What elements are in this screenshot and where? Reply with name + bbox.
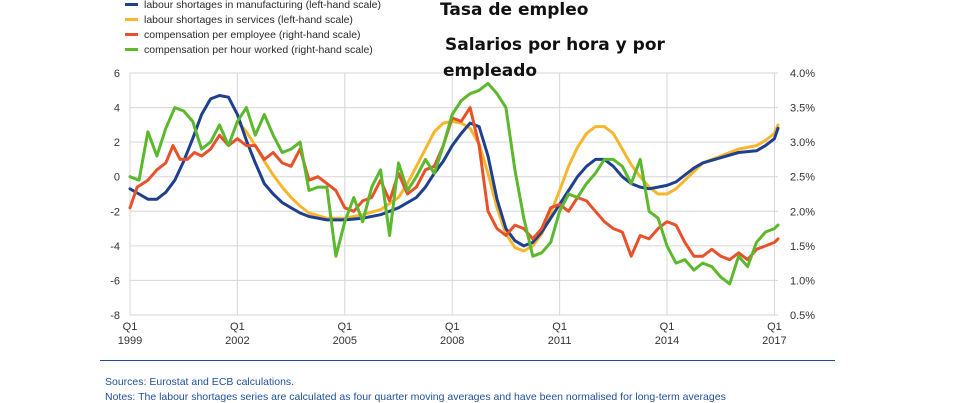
- left-tick-label: -6: [110, 275, 120, 287]
- footer-notes: Notes: The labour shortages series are c…: [105, 391, 726, 403]
- x-tick-year: 2002: [225, 335, 249, 347]
- legend-swatch-manufacturing: [125, 3, 138, 6]
- x-tick-quarter: Q1: [123, 321, 138, 333]
- series-line-comp-hour: [128, 81, 780, 286]
- right-tick-label: 3.0%: [790, 137, 815, 149]
- x-tick-year: 2008: [440, 335, 464, 347]
- legend-item-manufacturing: labour shortages in manufacturing (left-…: [125, 0, 381, 12]
- left-tick-label: 6: [114, 68, 120, 80]
- series-line-services: [235, 119, 780, 253]
- x-tick-quarter: Q1: [552, 321, 567, 333]
- legend-swatch-comp-employee: [125, 33, 138, 36]
- overlay-title-employment: Tasa de empleo: [440, 0, 589, 20]
- right-tick-label: 2.5%: [790, 172, 815, 184]
- right-tick-label: 2.0%: [790, 206, 815, 218]
- right-tick-label: 4.0%: [790, 68, 815, 80]
- series-line-manufacturing: [128, 94, 780, 248]
- x-axis-tick-labels: Q1 1999 Q1 2002 Q1 2005 Q1 2008 Q1 2011 Q1 2014 Q1 20…: [118, 321, 787, 347]
- left-tick-label: 4: [114, 103, 120, 115]
- left-tick-label: -8: [110, 310, 120, 322]
- x-tick-year: 2017: [762, 335, 786, 347]
- x-tick-year: 2005: [333, 335, 357, 347]
- overlay-title-wages: Salarios por hora y por: [445, 35, 665, 55]
- footer-sources: Sources: Eurostat and ECB calculations.: [105, 376, 295, 388]
- right-tick-label: 0.5%: [790, 310, 815, 322]
- legend-item-comp-employee: compensation per employee (right-hand sc…: [125, 27, 381, 42]
- x-tick-quarter: Q1: [230, 321, 245, 333]
- x-tick-year: 2011: [548, 335, 572, 347]
- right-tick-label: 1.5%: [790, 241, 815, 253]
- legend-swatch-services: [125, 18, 138, 21]
- left-tick-label: 2: [114, 137, 120, 149]
- legend-label-comp-hour: compensation per hour worked (right-hand…: [144, 43, 373, 56]
- left-tick-label: -4: [110, 241, 120, 253]
- x-tick-year: 2014: [655, 335, 679, 347]
- legend-swatch-comp-hour: [125, 48, 138, 51]
- x-tick-quarter: Q1: [660, 321, 675, 333]
- left-axis-tick-labels: 6 4 2 0 -2 -4 -6 -8: [110, 68, 120, 322]
- right-tick-label: 3.5%: [790, 103, 815, 115]
- legend-item-services: labour shortages in services (left-hand …: [125, 12, 381, 27]
- left-tick-label: 0: [114, 172, 120, 184]
- legend-item-comp-hour: compensation per hour worked (right-hand…: [125, 42, 381, 57]
- overlay-title-wages-cont: empleado: [443, 61, 538, 81]
- right-tick-label: 1.0%: [790, 275, 815, 287]
- x-tick-quarter: Q1: [337, 321, 352, 333]
- legend-label-comp-employee: compensation per employee (right-hand sc…: [144, 28, 361, 41]
- chart-legend: labour shortages in manufacturing (left-…: [125, 0, 381, 57]
- legend-label-services: labour shortages in services (left-hand …: [144, 13, 353, 26]
- x-tick-year: 1999: [118, 335, 142, 347]
- footer-divider: [100, 360, 835, 361]
- series-lines: [128, 81, 780, 286]
- legend-label-manufacturing: labour shortages in manufacturing (left-…: [144, 0, 381, 11]
- x-tick-quarter: Q1: [445, 321, 460, 333]
- x-tick-quarter: Q1: [767, 321, 782, 333]
- left-tick-label: -2: [110, 206, 120, 218]
- right-axis-tick-labels: 4.0% 3.5% 3.0% 2.5% 2.0% 1.5% 1.0% 0.5%: [790, 68, 815, 322]
